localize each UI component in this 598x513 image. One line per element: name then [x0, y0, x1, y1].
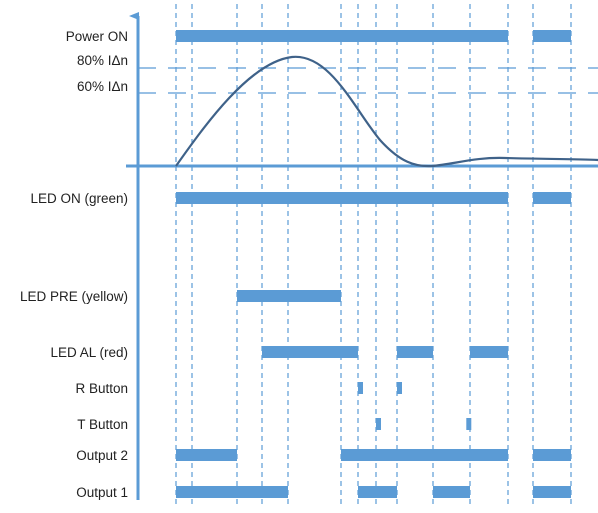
led-al-active-bar: [470, 346, 508, 358]
led-pre-active-bar: [237, 290, 341, 302]
output-2-active-bar: [341, 449, 508, 461]
power-on-active-bar: [176, 30, 508, 42]
led-pre-label: LED PRE (yellow): [20, 289, 128, 304]
output-1-active-bar: [358, 486, 397, 498]
power-on-label: Power ON: [66, 29, 128, 44]
led-on-label: LED ON (green): [30, 191, 128, 206]
t-button-label: T Button: [77, 417, 128, 432]
led-on-active-bar: [176, 192, 508, 204]
threshold-80-label: 80% IΔn: [77, 53, 128, 68]
output-2-label: Output 2: [76, 448, 128, 463]
led-al-active-bar: [397, 346, 433, 358]
led-on-active-bar: [533, 192, 571, 204]
output-1-active-bar: [176, 486, 288, 498]
output-1-active-bar: [433, 486, 470, 498]
output-2-active-bar: [533, 449, 571, 461]
output-1-label: Output 1: [76, 485, 128, 500]
led-al-label: LED AL (red): [50, 345, 128, 360]
t-button-active-bar: [376, 418, 381, 430]
threshold-60-label: 60% IΔn: [77, 79, 128, 94]
event-lines: [175, 4, 572, 508]
t-button-active-bar: [466, 418, 472, 430]
output-2-active-bar: [176, 449, 237, 461]
power-on-active-bar: [533, 30, 571, 42]
r-button-label: R Button: [75, 381, 128, 396]
output-1-active-bar: [533, 486, 571, 498]
r-button-active-bar: [358, 382, 363, 394]
r-button-active-bar: [397, 382, 402, 394]
led-al-active-bar: [262, 346, 358, 358]
residual-current-curve: [175, 55, 598, 168]
signal-rows: Power ON LED ON (green) LED PRE (yellow) LE…: [20, 29, 571, 500]
